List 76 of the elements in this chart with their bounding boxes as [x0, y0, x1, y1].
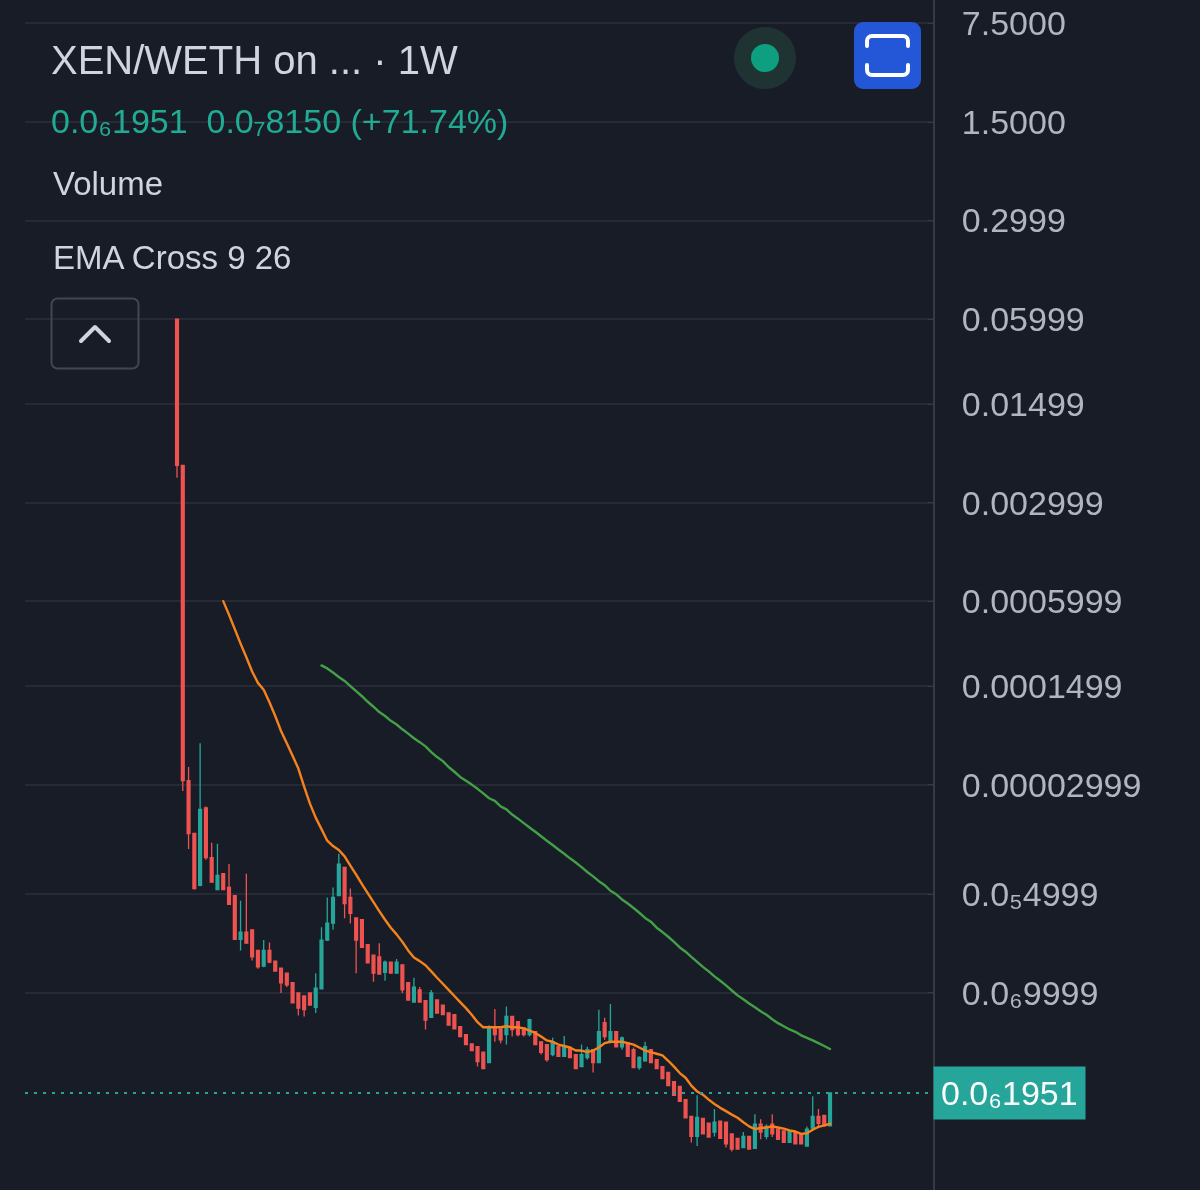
candlestick	[174, 318, 180, 479]
candlestick	[458, 1026, 463, 1038]
y-tick-label: 0.05999	[961, 300, 1085, 339]
candlestick	[781, 1130, 786, 1144]
candlestick	[232, 894, 237, 940]
candlestick	[608, 1003, 613, 1044]
candlestick	[215, 843, 220, 891]
candlestick	[718, 1120, 723, 1139]
candlestick	[354, 917, 359, 974]
candlestick	[221, 873, 226, 891]
y-tick-label: 0.0001499	[961, 666, 1123, 705]
candlestick	[596, 1009, 601, 1064]
candlestick	[544, 1043, 549, 1063]
candlestick	[741, 1131, 746, 1149]
candlestick	[695, 1094, 700, 1147]
candlestick	[244, 873, 249, 944]
candlestick	[302, 995, 307, 1018]
candlestick	[573, 1053, 578, 1070]
candlestick	[752, 1113, 757, 1150]
y-tick-label: 0.01499	[961, 384, 1085, 423]
text: XEN/WETH on ... · 1W	[51, 38, 458, 82]
candlestick	[440, 1004, 445, 1016]
candlestick	[388, 961, 393, 974]
candlestick	[539, 1041, 544, 1056]
candlestick	[198, 742, 203, 887]
candlestick	[411, 977, 417, 1003]
y-tick-label: 7.5000	[961, 4, 1066, 43]
y-tick-label: 0.0₅4999	[961, 875, 1099, 914]
y-tick-label: 1.5000	[961, 102, 1066, 141]
candlestick	[359, 919, 364, 949]
candlestick	[394, 958, 399, 974]
candlestick	[400, 964, 405, 994]
candlestick	[700, 1117, 705, 1135]
text: Volume	[53, 165, 164, 202]
candlestick	[602, 1017, 607, 1041]
candlestick	[406, 982, 411, 1001]
candlestick	[562, 1035, 567, 1057]
candlestick	[723, 1121, 729, 1149]
candlestick	[775, 1128, 781, 1140]
candlestick	[330, 886, 336, 931]
ref-line-label: 0.0₆1951	[941, 1074, 1078, 1112]
candlestick	[498, 1028, 503, 1044]
candlestick	[556, 1046, 561, 1057]
candlestick	[226, 863, 232, 905]
candlestick	[463, 1034, 469, 1046]
candlestick	[434, 999, 440, 1014]
candlestick	[637, 1055, 642, 1071]
candlestick	[706, 1122, 711, 1138]
candlestick	[238, 900, 243, 952]
candlestick	[307, 992, 312, 1006]
candlestick	[735, 1137, 740, 1150]
candlestick	[492, 1008, 497, 1043]
candlestick	[712, 1108, 717, 1138]
candlestick	[278, 967, 284, 994]
text: 0.0₆1951 0.0₇8150 (+71.74%)	[51, 102, 509, 140]
candlestick	[747, 1135, 752, 1150]
candlestick	[810, 1095, 815, 1130]
candlestick	[250, 929, 255, 962]
candlestick	[203, 805, 208, 861]
line-series	[222, 599, 832, 1136]
candlestick	[429, 989, 434, 1019]
y-tick-label: 0.00002999	[961, 765, 1142, 804]
candlestick	[261, 939, 266, 968]
y-tick-label: 0.0₆9999	[961, 973, 1099, 1012]
annotation: EMA Cross 9 26	[53, 239, 292, 276]
line-series	[320, 664, 832, 1051]
candlestick	[729, 1133, 734, 1153]
y-tick-label: 0.0005999	[961, 582, 1123, 621]
candlestick	[284, 972, 289, 988]
candlestick	[209, 842, 214, 883]
candlestick	[336, 853, 341, 897]
y-tick-label: 0.002999	[961, 483, 1104, 522]
y-tick-label: 0.2999	[961, 201, 1066, 240]
candlestick	[382, 959, 388, 982]
candlestick	[255, 949, 260, 970]
candlestick	[591, 1049, 596, 1074]
